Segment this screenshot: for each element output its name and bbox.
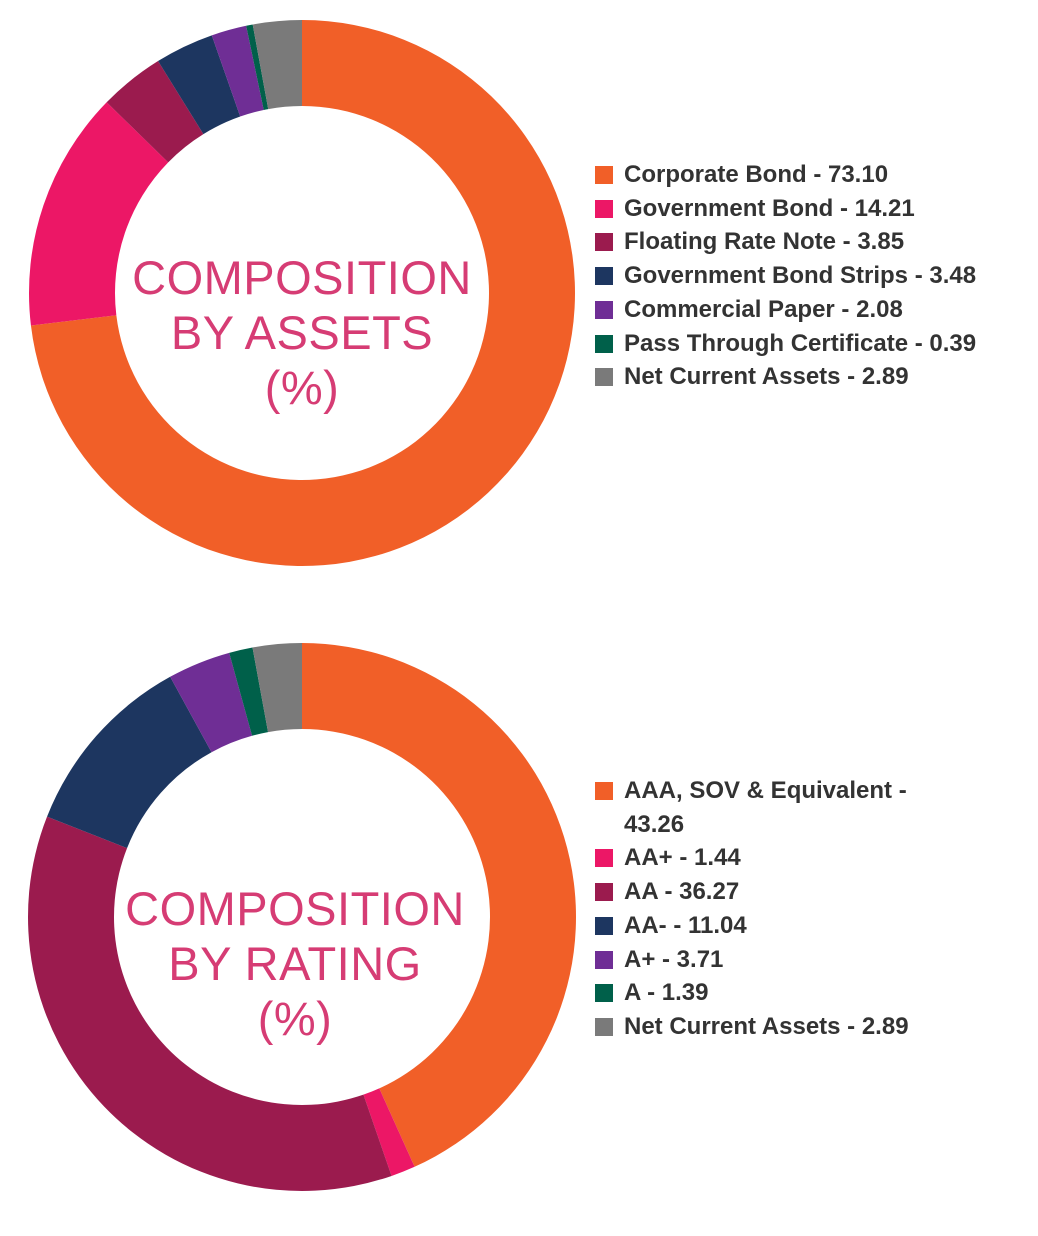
assets-slice-commercial-paper — [211, 25, 264, 117]
rating-legend-item: Net Current Assets - 2.89 — [595, 1010, 964, 1044]
assets-legend-item: Floating Rate Note - 3.85 — [595, 225, 976, 259]
legend-label: A - 1.39 — [624, 979, 709, 1007]
legend-swatch — [595, 199, 613, 218]
rating-center-title: COMPOSITION BY RATING (%) — [95, 881, 495, 1046]
rating-title-line-3: (%) — [257, 992, 333, 1045]
rating-legend-item: AA+ - 1.44 — [595, 841, 964, 875]
legend-swatch — [595, 950, 613, 969]
assets-legend-item: Government Bond Strips - 3.48 — [595, 259, 976, 293]
legend-label: Commercial Paper - 2.08 — [624, 295, 903, 323]
legend-label: Government Bond - 14.21 — [624, 194, 915, 222]
legend-label: Pass Through Certificate - 0.39 — [624, 329, 977, 357]
assets-legend: Corporate Bond - 73.10 Government Bond - … — [595, 158, 976, 394]
rating-title-line-1: COMPOSITION — [125, 882, 465, 935]
legend-label: Floating Rate Note - 3.85 — [624, 228, 905, 256]
legend-swatch — [595, 883, 613, 902]
rating-legend-item: AA - 36.27 — [595, 875, 964, 909]
legend-swatch — [595, 849, 613, 868]
assets-title-line-2: BY ASSETS — [170, 306, 434, 359]
legend-label: Government Bond Strips - 3.48 — [624, 262, 977, 290]
rating-legend-item: AA- - 11.04 — [595, 909, 964, 943]
composition-by-assets-chart: COMPOSITION BY ASSETS (%) Corporate Bond… — [0, 0, 1038, 600]
legend-label: Corporate Bond - 73.10 — [624, 161, 889, 188]
rating-slice-aaa-sov-equivalent — [302, 643, 576, 1167]
assets-donut — [29, 20, 575, 566]
rating-slice-aa — [363, 1088, 415, 1176]
rating-legend-item: A+ - 3.71 — [595, 943, 964, 977]
assets-title-line-3: (%) — [264, 361, 340, 414]
legend-swatch — [595, 984, 613, 1003]
rating-legend-item: AAA, SOV & Equivalent - 43.26 — [595, 774, 964, 841]
assets-slice-pass-through-certificate — [246, 24, 269, 110]
legend-label: AAA, SOV & Equivalent - 43.26 — [624, 777, 907, 838]
assets-legend-item: Pass Through Certificate - 0.39 — [595, 327, 976, 361]
legend-label: AA- - 11.04 — [624, 911, 747, 939]
assets-center-title: COMPOSITION BY ASSETS (%) — [102, 250, 502, 415]
legend-swatch — [595, 368, 613, 387]
legend-swatch — [595, 782, 613, 800]
rating-slice-aa — [27, 816, 392, 1191]
legend-swatch — [595, 916, 613, 935]
legend-swatch — [595, 1017, 613, 1036]
assets-slice-government-bond — [29, 102, 169, 326]
legend-label: Net Current Assets - 2.89 — [624, 363, 909, 391]
rating-legend-item: A - 1.39 — [595, 976, 964, 1010]
rating-donut — [27, 643, 576, 1191]
assets-legend-item: Government Bond - 14.21 — [595, 192, 976, 226]
legend-swatch — [595, 300, 613, 319]
legend-swatch — [595, 166, 613, 184]
assets-slice-net-current-assets — [252, 20, 302, 110]
rating-title-line-2: BY RATING — [168, 937, 422, 990]
rating-slice-a — [170, 652, 253, 753]
legend-label: A+ - 3.71 — [624, 945, 724, 973]
rating-slice-aa — [47, 676, 212, 849]
assets-legend-item: Net Current Assets - 2.89 — [595, 360, 976, 394]
assets-title-line-1: COMPOSITION — [132, 251, 472, 304]
legend-swatch — [595, 334, 613, 353]
legend-label: Net Current Assets - 2.89 — [624, 1012, 909, 1040]
rating-legend: AAA, SOV & Equivalent - 43.26 AA+ - 1.44 A… — [595, 774, 964, 1044]
assets-slice-floating-rate-note — [106, 61, 204, 163]
assets-slice-corporate-bond — [30, 20, 575, 566]
legend-label: AA+ - 1.44 — [624, 844, 741, 872]
legend-swatch — [595, 233, 613, 252]
assets-legend-item: Corporate Bond - 73.10 — [595, 158, 976, 192]
composition-by-rating-chart: COMPOSITION BY RATING (%) AAA, SOV & Equ… — [0, 630, 1038, 1230]
assets-slice-government-bond-strips — [158, 35, 241, 135]
legend-swatch — [595, 267, 613, 286]
legend-label: AA - 36.27 — [624, 878, 740, 906]
rating-slice-net-current-assets — [252, 643, 302, 733]
assets-legend-item: Commercial Paper - 2.08 — [595, 293, 976, 327]
rating-slice-a — [229, 647, 269, 736]
